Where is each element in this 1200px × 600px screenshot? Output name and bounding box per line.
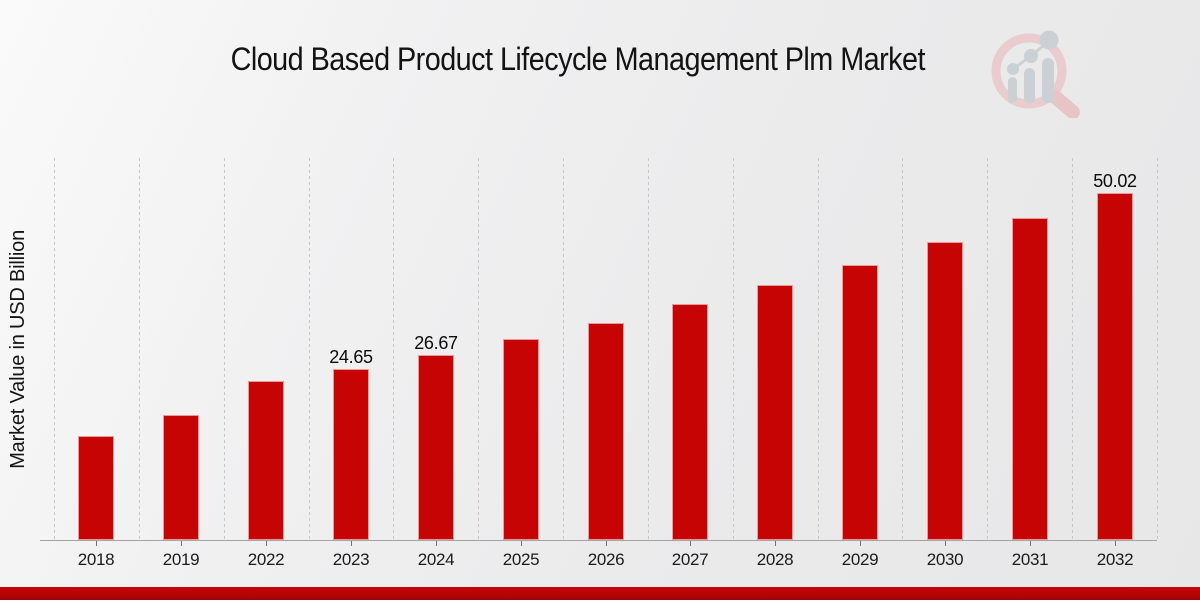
y-axis-label-container: Market Value in USD Billion: [0, 158, 36, 540]
bar-2027: [672, 304, 708, 540]
gridline: [733, 158, 734, 540]
x-axis-label-2023: 2023: [332, 550, 370, 569]
gridline: [393, 158, 394, 540]
x-axis-tick: [266, 541, 267, 546]
data-label-2023: 24.65: [329, 347, 373, 367]
x-axis-label-2026: 2026: [587, 550, 625, 569]
x-axis-label-2018: 2018: [77, 550, 115, 569]
bar-2026: [588, 323, 624, 540]
gridline: [139, 158, 140, 540]
bar-2030: [927, 242, 963, 540]
gridline: [478, 158, 479, 540]
x-axis-label-2027: 2027: [671, 550, 709, 569]
x-axis-tick: [606, 541, 607, 546]
bar-2019: [163, 415, 199, 540]
x-axis-tick: [181, 541, 182, 546]
gridline: [54, 158, 55, 540]
x-axis-tick: [521, 541, 522, 546]
logo-dot-large: [1039, 30, 1059, 50]
bar-2025: [503, 339, 539, 540]
x-axis-label-2032: 2032: [1096, 550, 1134, 569]
chart-title-text: Cloud Based Product Lifecycle Management…: [230, 41, 925, 77]
x-axis-tick: [690, 541, 691, 546]
data-label-2024: 26.67: [414, 333, 458, 353]
x-axis-tick: [436, 541, 437, 546]
footer-stripe: [0, 587, 1200, 600]
bar-2023: [333, 369, 369, 540]
x-axis-tick: [1115, 541, 1116, 546]
bar-2018: [78, 436, 114, 540]
bar-2024: [418, 355, 454, 540]
logo-dot-medium: [1024, 49, 1038, 63]
y-axis-label: Market Value in USD Billion: [6, 229, 29, 469]
x-axis-label-2031: 2031: [1011, 550, 1049, 569]
logo-bar-large: [1042, 58, 1054, 103]
x-axis-label-2025: 2025: [502, 550, 540, 569]
bar-2028: [757, 285, 793, 540]
x-axis-tick: [945, 541, 946, 546]
gridline: [563, 158, 564, 540]
gridline: [987, 158, 988, 540]
magnifier-ring: [991, 33, 1067, 109]
gridline: [902, 158, 903, 540]
bar-2029: [842, 265, 878, 540]
x-axis-tick: [96, 541, 97, 546]
gridline: [309, 158, 310, 540]
x-axis-line: [40, 540, 1157, 541]
x-axis-label-2019: 2019: [162, 550, 200, 569]
x-axis-label-2024: 2024: [417, 550, 455, 569]
magnifier-handle: [1047, 89, 1080, 118]
chart-title: Cloud Based Product Lifecycle Management…: [0, 40, 1155, 78]
data-label-2032: 50.02: [1093, 171, 1137, 191]
bar-2022: [248, 381, 284, 540]
bar-2032: [1097, 193, 1133, 540]
bar-2031: [1012, 218, 1048, 540]
x-axis-label-2028: 2028: [756, 550, 794, 569]
logo-dot-small: [1007, 63, 1019, 75]
gridline: [818, 158, 819, 540]
x-axis-label-2022: 2022: [247, 550, 285, 569]
x-axis-tick: [1030, 541, 1031, 546]
x-axis-tick: [351, 541, 352, 546]
gridline: [648, 158, 649, 540]
gridline: [1157, 158, 1158, 540]
gridline: [224, 158, 225, 540]
logo-bar-small: [1008, 77, 1017, 103]
x-axis-label-2029: 2029: [841, 550, 879, 569]
x-axis-tick: [860, 541, 861, 546]
logo-bar-medium: [1024, 68, 1035, 103]
gridline: [1072, 158, 1073, 540]
x-axis-label-2030: 2030: [926, 550, 964, 569]
x-axis-tick: [775, 541, 776, 546]
magnifier-growth-chart-logo: [991, 30, 1080, 118]
